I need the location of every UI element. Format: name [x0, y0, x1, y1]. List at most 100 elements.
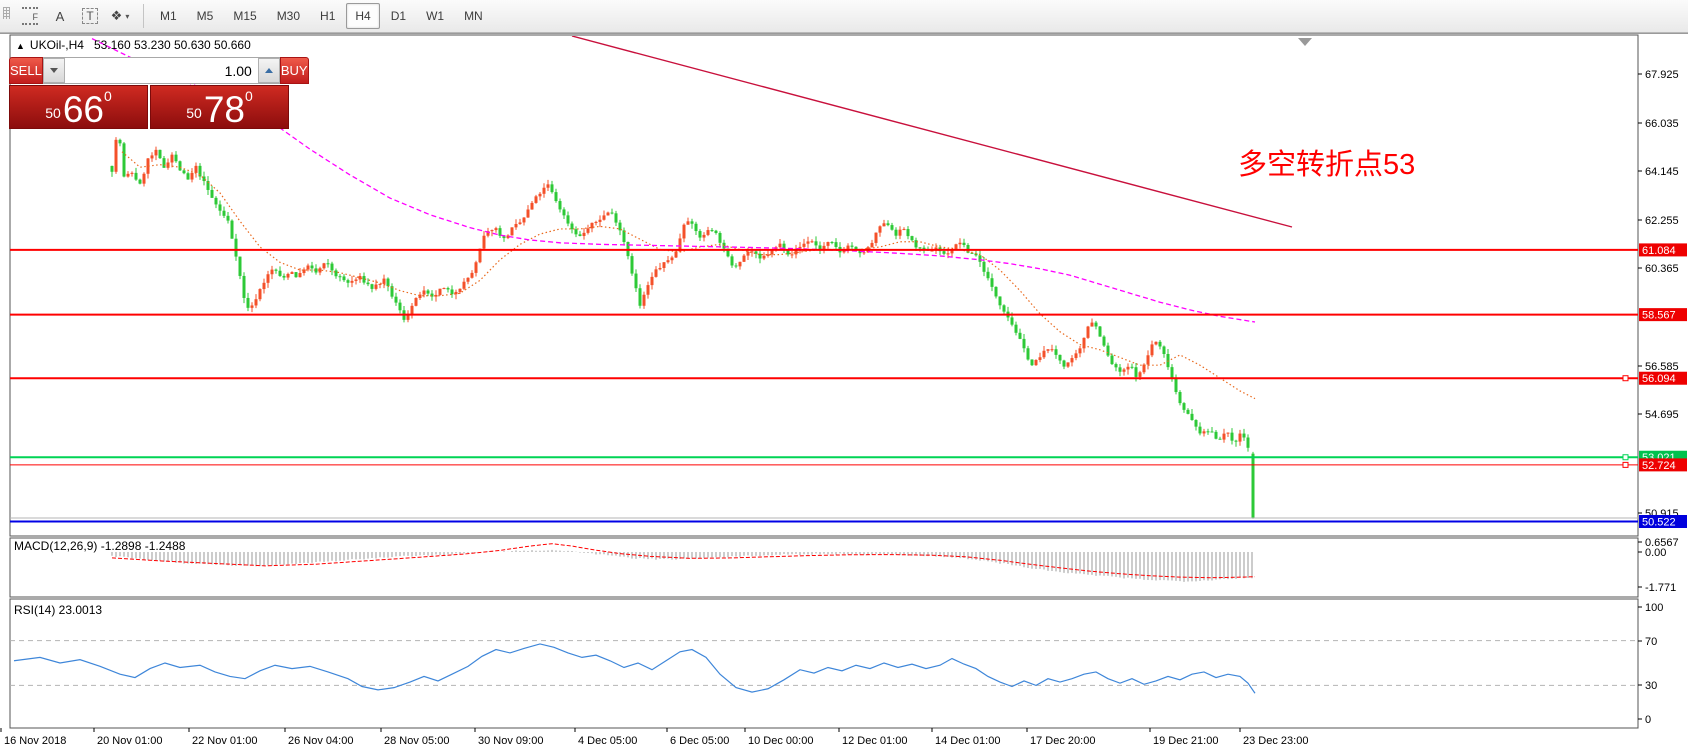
- timeframe-button-M5[interactable]: M5: [196, 9, 214, 23]
- timeframe-button-M1[interactable]: M1: [160, 9, 177, 23]
- rsi-line: [13, 643, 1256, 694]
- time-axis[interactable]: 16 Nov 2018 20 Nov 01:00 22 Nov 01:00 26 No…: [0, 728, 1308, 747]
- candle: [874, 232, 878, 243]
- candle: [690, 221, 694, 224]
- buy-price-small: 50: [186, 105, 202, 121]
- candle: [970, 252, 974, 254]
- candle: [274, 269, 278, 271]
- candle: [590, 222, 594, 229]
- selection-handle[interactable]: [1622, 454, 1629, 461]
- sell-button[interactable]: SELL: [9, 57, 43, 84]
- fibonacci-tool-button[interactable]: F: [16, 2, 44, 30]
- candle: [714, 230, 718, 233]
- candle: [1150, 344, 1154, 356]
- selection-handle[interactable]: [1622, 461, 1629, 468]
- timeframe-button-M30[interactable]: M30: [276, 9, 301, 23]
- candle: [198, 165, 202, 177]
- candle: [522, 217, 526, 223]
- candle: [374, 284, 378, 289]
- rsi-scale-label: 100: [1645, 602, 1663, 614]
- candle: [566, 215, 570, 224]
- candle: [1114, 364, 1118, 368]
- candle: [470, 272, 474, 278]
- sell-price-display[interactable]: 50 66 0: [9, 85, 148, 129]
- volume-increase-button[interactable]: [257, 58, 280, 83]
- candle: [978, 255, 982, 262]
- annotation-text[interactable]: 多空转折点53: [1238, 148, 1415, 181]
- arrows-tool-button[interactable]: ❖ ▾: [106, 2, 134, 30]
- timeframe-buttons: M1 M5 M15 M30 H1 H4 D1 W1 MN: [150, 3, 493, 29]
- price-badge-label: 56.094: [1642, 373, 1676, 385]
- candle: [114, 139, 118, 172]
- candle: [1030, 359, 1034, 366]
- candle: [1174, 377, 1178, 393]
- rsi-pane-label: RSI(14) 23.0013: [14, 603, 102, 617]
- candle: [1226, 432, 1230, 434]
- date-label: 22 Nov 01:00: [192, 735, 257, 747]
- candle: [426, 290, 430, 294]
- main-chart[interactable]: 多空转折点53 67.925 66.035 64.145 62.255 60.365 56.…: [0, 33, 1688, 751]
- date-label: 10 Dec 00:00: [748, 735, 813, 747]
- candle: [406, 313, 410, 320]
- candle: [658, 267, 662, 270]
- candle: [1251, 453, 1255, 518]
- toolbar-separator: [143, 4, 144, 28]
- date-label: 6 Dec 05:00: [670, 735, 729, 747]
- candle: [294, 272, 298, 278]
- candle: [310, 265, 314, 269]
- candle: [890, 225, 894, 230]
- buy-price-display[interactable]: 50 78 0: [150, 85, 289, 129]
- chart-window: 多空转折点53 67.925 66.035 64.145 62.255 60.365 56.…: [0, 33, 1688, 751]
- trendline[interactable]: [571, 36, 1293, 228]
- price-badge-label: 61.084: [1642, 245, 1676, 257]
- macd-scale-label: 0.00: [1645, 547, 1666, 559]
- candle: [1026, 348, 1030, 360]
- candle: [902, 229, 906, 231]
- candle: [398, 302, 402, 311]
- selection-handle[interactable]: [1622, 375, 1629, 382]
- candle: [110, 165, 114, 172]
- candle: [942, 251, 946, 254]
- volume-decrease-button[interactable]: [42, 58, 65, 83]
- price-axis[interactable]: 67.925 66.035 64.145 62.255 60.365 56.585 54.6…: [1638, 69, 1687, 726]
- candle: [870, 242, 874, 248]
- shift-marker-icon[interactable]: [1298, 38, 1312, 46]
- collapse-marker-icon[interactable]: ▲: [16, 41, 25, 51]
- candle: [262, 282, 266, 290]
- candle: [186, 173, 190, 180]
- date-label: 17 Dec 20:00: [1030, 735, 1095, 747]
- volume-input[interactable]: [64, 58, 258, 83]
- rsi-pane-frame: [9, 598, 1639, 729]
- timeframe-button-H4[interactable]: H4: [346, 3, 380, 29]
- price-tick-label: 62.255: [1645, 215, 1679, 227]
- candle: [1050, 349, 1054, 351]
- candle: [1146, 355, 1150, 365]
- candle: [190, 172, 194, 180]
- price-badge-label: 50.522: [1642, 517, 1676, 529]
- timeframe-button-D1[interactable]: D1: [390, 9, 407, 23]
- price-tick-label: 64.145: [1645, 166, 1679, 178]
- candle: [414, 298, 418, 306]
- candle: [170, 154, 174, 163]
- candle: [802, 243, 806, 247]
- candle: [1230, 432, 1234, 441]
- candle: [266, 274, 270, 283]
- timeframe-button-H1[interactable]: H1: [320, 9, 336, 23]
- candle: [1190, 413, 1194, 421]
- timeframe-button-M15[interactable]: M15: [233, 9, 257, 23]
- candle: [1062, 360, 1066, 367]
- price-tick-label: 54.695: [1645, 409, 1679, 421]
- text-tool-button[interactable]: T: [76, 2, 104, 30]
- toolbar-drag-handle-icon[interactable]: [3, 5, 11, 27]
- candle: [486, 231, 490, 236]
- text-label-tool-button[interactable]: A: [46, 2, 74, 30]
- timeframe-button-MN[interactable]: MN: [464, 9, 483, 23]
- symbol-timeframe-label: UKOil-,H4: [29, 38, 84, 52]
- buy-button[interactable]: BUY: [279, 57, 309, 84]
- candle: [210, 189, 214, 198]
- candle: [514, 224, 518, 228]
- candle: [730, 256, 734, 266]
- candle: [382, 278, 386, 284]
- candle: [118, 139, 122, 144]
- timeframe-button-W1[interactable]: W1: [426, 9, 445, 23]
